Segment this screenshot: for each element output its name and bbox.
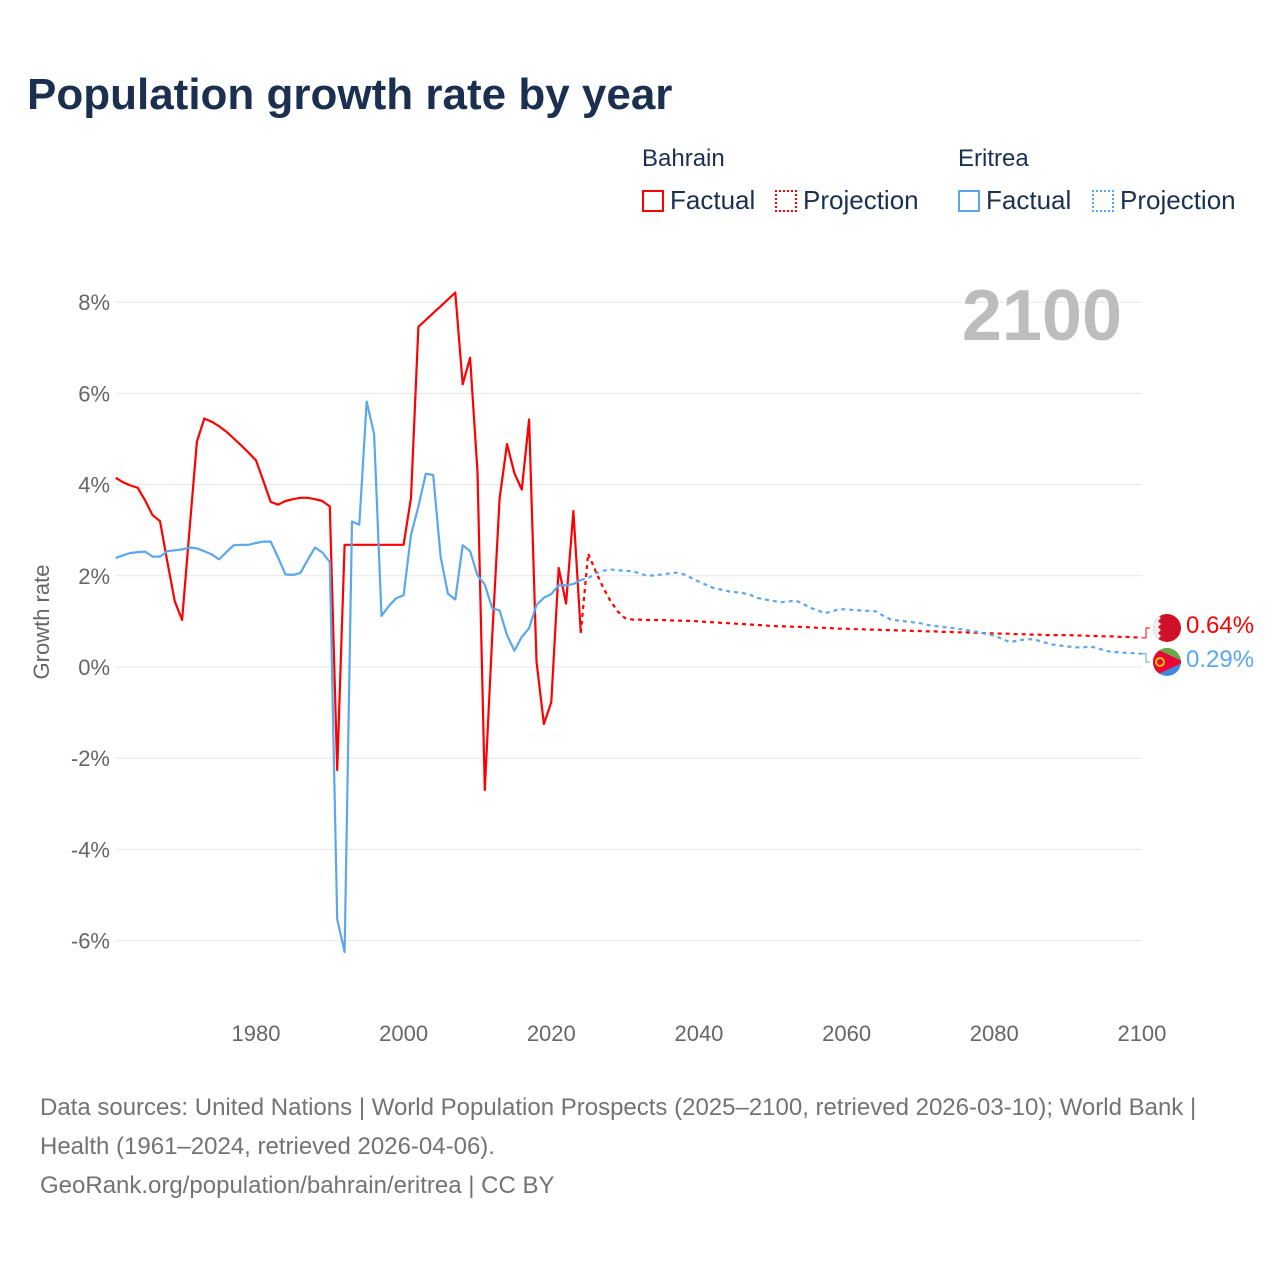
current-year-label: 2100 [961, 276, 1122, 356]
y-tick-label: -4% [71, 837, 110, 862]
series-eritrea-factual [115, 400, 582, 954]
x-tick-label: 2100 [1117, 1021, 1166, 1046]
x-tick-label: 2040 [674, 1021, 723, 1046]
y-tick-label: 2% [78, 564, 110, 589]
bahrain-label-connector [1142, 627, 1150, 639]
y-axis-label: Growth rate [29, 564, 54, 680]
footer: Data sources: United Nations | World Pop… [40, 1088, 1240, 1205]
y-tick-label: 0% [78, 655, 110, 680]
eritrea-flag-icon [1153, 648, 1181, 676]
credit-link[interactable]: GeoRank.org/population/bahrain/eritrea |… [40, 1172, 555, 1199]
legend-label: Projection [803, 185, 919, 215]
x-tick-label: 2080 [970, 1021, 1019, 1046]
legend-country-bahrain: Bahrain [642, 145, 725, 172]
eritrea-end-value: 0.29% [1186, 646, 1255, 673]
series-eritrea-projection [580, 568, 1142, 655]
chart-title: Population growth rate by year [27, 70, 673, 119]
legend-label: Projection [1120, 185, 1236, 215]
legend-swatch-solid [958, 189, 980, 212]
legend-eritrea-projection[interactable]: Projection [1092, 185, 1236, 216]
series-bahrain-projection [579, 552, 1142, 639]
x-tick-label: 1980 [232, 1021, 281, 1046]
series-bahrain-factual [115, 291, 582, 792]
legend-eritrea-factual[interactable]: Factual [958, 185, 1071, 216]
y-tick-label: -2% [71, 746, 110, 771]
y-tick-label: 4% [78, 473, 110, 498]
legend-bahrain-projection[interactable]: Projection [775, 185, 919, 216]
eritrea-label-connector [1142, 653, 1150, 663]
x-tick-label: 2000 [379, 1021, 428, 1046]
legend-swatch-dotted [1092, 189, 1114, 212]
legend-swatch-dotted [775, 189, 797, 212]
y-tick-label: -6% [71, 929, 110, 954]
x-tick-label: 2020 [527, 1021, 576, 1046]
legend-country-eritrea: Eritrea [958, 145, 1029, 172]
legend-bahrain-factual[interactable]: Factual [642, 185, 755, 216]
data-sources: Data sources: United Nations | World Pop… [40, 1094, 1197, 1160]
y-tick-label: 8% [78, 290, 110, 315]
legend-swatch-solid [642, 189, 664, 212]
bahrain-end-value: 0.64% [1186, 612, 1255, 639]
legend-label: Factual [986, 185, 1072, 215]
legend-label: Factual [670, 185, 756, 215]
bahrain-flag-icon [1153, 614, 1181, 642]
x-tick-label: 2060 [822, 1021, 871, 1046]
y-tick-label: 6% [78, 381, 110, 406]
